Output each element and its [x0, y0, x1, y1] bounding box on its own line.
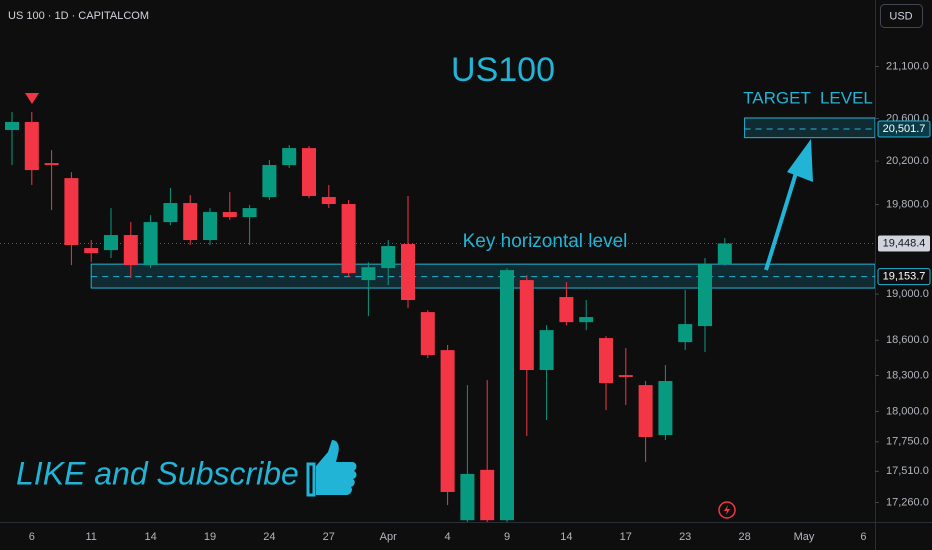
candle-body: [143, 222, 158, 266]
x-tick-label: 17: [620, 531, 632, 543]
y-tick-label: 18,300.0: [886, 369, 929, 381]
zone: [744, 117, 875, 139]
candle-body: [262, 165, 277, 198]
y-tick-label: 19,800.0: [886, 198, 929, 210]
x-tick-label: 19: [204, 531, 216, 543]
y-tick-label: 19,000.0: [886, 288, 929, 300]
y-tick-label: 17,260.0: [886, 496, 929, 508]
candle-body: [381, 246, 396, 269]
candle-body: [282, 148, 297, 166]
event-icon: [718, 501, 736, 519]
price-badge: [878, 235, 930, 252]
candle-body: [420, 312, 435, 356]
x-tick-label: 24: [263, 531, 275, 543]
signal-marker: [25, 93, 39, 104]
candle-body: [401, 244, 415, 301]
symbol-header: US 100 · 1D · CAPITALCOM: [8, 10, 149, 22]
thumbs-up-icon: [306, 440, 357, 497]
currency-button[interactable]: [880, 4, 923, 28]
plot-area: [0, 111, 875, 522]
candle-body: [717, 243, 732, 265]
target-arrow: [764, 139, 813, 271]
candle-body: [559, 297, 574, 323]
y-tick-label: 20,200.0: [886, 155, 929, 167]
candle-body: [321, 197, 336, 205]
candle-body: [64, 178, 79, 246]
x-tick-label: 9: [504, 531, 510, 543]
y-tick-label: 18,000.0: [886, 405, 929, 417]
candle-body: [44, 163, 59, 166]
y-tick-label: 17,510.0: [886, 465, 929, 477]
x-tick-label: Apr: [380, 531, 397, 543]
x-tick-label: 6: [860, 531, 866, 543]
annotation-label: Key horizontal level: [463, 231, 628, 252]
candle-body: [638, 385, 653, 438]
x-tick-label: 14: [560, 531, 572, 543]
x-tick-label: 27: [323, 531, 335, 543]
x-tick-label: May: [794, 531, 815, 543]
x-tick-label: 4: [445, 531, 451, 543]
x-tick-label: 23: [679, 531, 691, 543]
annotation-label: TARGET LEVEL: [743, 88, 873, 107]
candle-body: [361, 267, 376, 281]
candle-body: [539, 330, 554, 370]
candle-body: [242, 208, 257, 218]
x-tick-label: 14: [144, 531, 156, 543]
price-badge-label: 20,501.7: [883, 123, 926, 135]
price-badge: [877, 268, 931, 286]
candle-body: [579, 317, 594, 323]
x-tick-label: 6: [29, 531, 35, 543]
currency-label[interactable]: USD: [889, 10, 912, 22]
candle-body: [104, 235, 118, 251]
candle-body: [24, 121, 39, 171]
y-tick-label: 21,100.0: [886, 60, 929, 72]
chart-title: US100: [451, 51, 555, 89]
price-badge-label: 19,153.7: [883, 271, 926, 283]
candle-body: [440, 350, 455, 493]
candle-body: [658, 381, 673, 436]
candle-body: [480, 469, 495, 521]
candle-body: [123, 235, 138, 266]
candle-body: [5, 121, 19, 131]
caption: LIKE and Subscribe: [16, 455, 299, 491]
candle-body: [163, 203, 178, 223]
y-tick-label: 17,750.0: [886, 436, 929, 448]
x-tick-label: 11: [85, 531, 96, 543]
price-badge-label: 19,448.4: [883, 237, 926, 249]
candle-body: [698, 264, 712, 327]
candle-body: [203, 212, 217, 241]
price-badge: [877, 120, 931, 138]
y-tick-label: 18,600.0: [886, 334, 929, 346]
candle-body: [460, 473, 475, 521]
candle-body: [618, 375, 633, 377]
candle-body: [84, 248, 99, 254]
candle-body: [183, 203, 198, 241]
candle-body: [222, 212, 237, 218]
candle-body: [678, 324, 693, 343]
candle-body: [599, 338, 613, 384]
zone: [90, 263, 875, 289]
x-tick-label: 28: [738, 531, 750, 543]
candle-body: [500, 270, 514, 521]
candle-body: [341, 204, 356, 274]
candle-body: [302, 148, 316, 197]
candle-body: [519, 280, 534, 370]
